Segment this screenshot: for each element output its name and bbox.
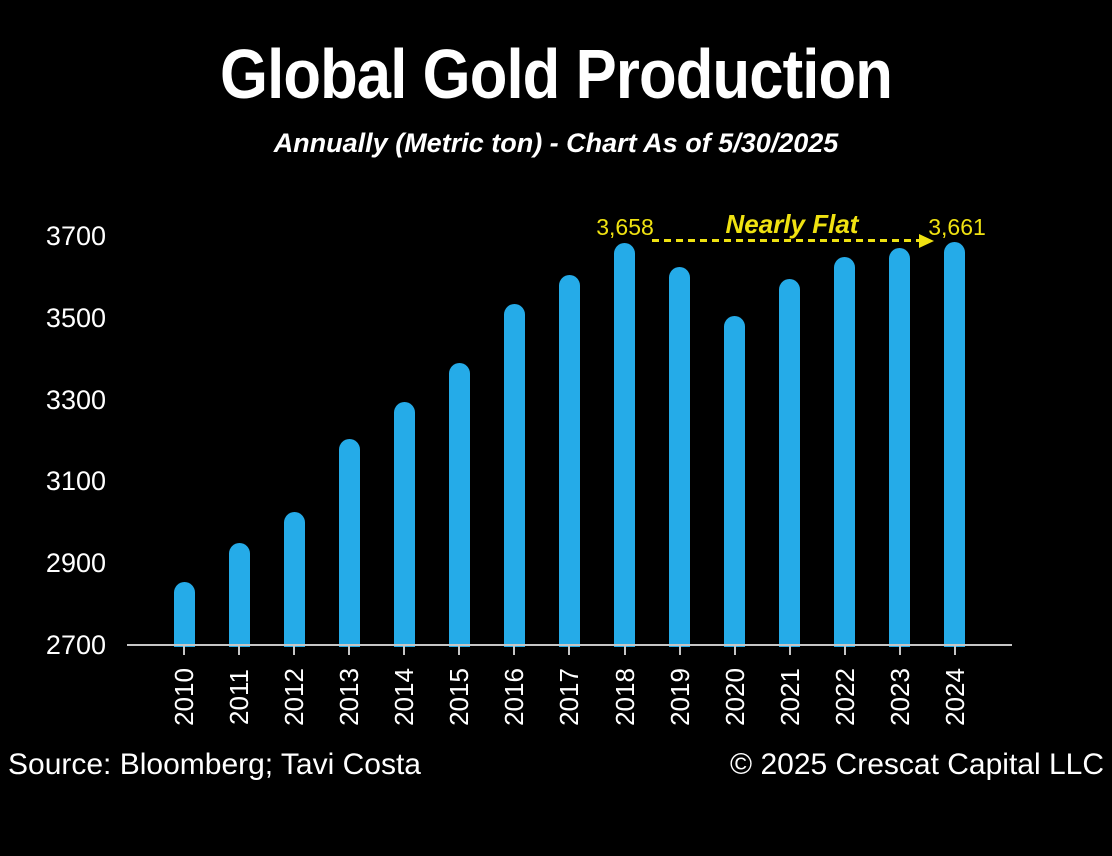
x-tick-label-2010: 2010 — [169, 668, 199, 726]
bar-2014 — [393, 401, 415, 647]
bar-2012 — [283, 512, 305, 647]
bar-2010 — [173, 581, 195, 647]
bar-2020 — [724, 315, 746, 647]
x-tick-2013 — [348, 646, 351, 655]
source-credit: Source: Bloomberg; Tavi Costa — [8, 748, 421, 781]
x-tick-label-2023: 2023 — [884, 668, 915, 726]
x-tick-label-2014: 2014 — [389, 668, 420, 726]
x-tick-2011 — [238, 646, 241, 655]
x-axis-line — [127, 644, 1012, 646]
chart-title: Global Gold Production — [220, 35, 893, 113]
bar-2015 — [448, 363, 470, 647]
annotation-nearly-flat-label: Nearly Flat — [725, 209, 859, 239]
x-tick-label-2013: 2013 — [334, 668, 365, 726]
bar-2018 — [614, 243, 636, 647]
bar-2016 — [503, 303, 525, 647]
x-tick-label-2015: 2015 — [444, 668, 475, 726]
annotation-value-2018: 3,658 — [596, 214, 654, 240]
x-tick-label-2020: 2020 — [719, 668, 750, 726]
bar-2024 — [944, 241, 966, 647]
y-tick-label-3300: 3300 — [45, 384, 106, 415]
x-tick-label-2011: 2011 — [224, 669, 255, 725]
annotation-arrowhead-icon — [919, 234, 934, 248]
bar-2023 — [889, 248, 911, 647]
x-tick-2022 — [843, 646, 846, 655]
x-tick-2012 — [293, 646, 296, 655]
x-tick-2015 — [458, 646, 461, 655]
x-tick-label-2022: 2022 — [829, 668, 860, 726]
y-tick-label-3100: 3100 — [45, 466, 106, 497]
x-tick-2024 — [953, 646, 956, 655]
x-tick-label-2024: 2024 — [939, 668, 970, 726]
bar-2019 — [669, 266, 691, 647]
x-tick-2014 — [403, 646, 406, 655]
annotation-value-2024: 3,661 — [928, 214, 986, 240]
bar-2022 — [834, 256, 856, 647]
chart-subtitle: Annually (Metric ton) - Chart As of 5/30… — [273, 128, 839, 158]
bar-2011 — [228, 542, 250, 647]
x-tick-2018 — [623, 646, 626, 655]
x-tick-label-2018: 2018 — [609, 668, 640, 726]
x-tick-2010 — [183, 646, 185, 655]
x-tick-label-2019: 2019 — [664, 668, 695, 726]
bar-2017 — [558, 275, 580, 647]
x-tick-2017 — [568, 646, 571, 655]
annotation-dashed-arrow-line — [652, 239, 919, 242]
bar-2021 — [779, 279, 801, 647]
copyright-notice: © 2025 Crescat Capital LLC — [730, 748, 1104, 781]
y-tick-label-2900: 2900 — [45, 548, 106, 579]
x-tick-2016 — [513, 646, 516, 655]
x-tick-2019 — [678, 646, 681, 655]
bar-2013 — [338, 438, 360, 647]
x-tick-label-2021: 2021 — [774, 668, 805, 726]
x-tick-label-2016: 2016 — [499, 668, 530, 726]
x-tick-2021 — [788, 646, 791, 655]
x-tick-label-2012: 2012 — [279, 668, 310, 726]
y-tick-label-3500: 3500 — [45, 302, 106, 333]
x-tick-label-2017: 2017 — [554, 668, 585, 726]
x-tick-2023 — [898, 646, 901, 655]
x-tick-2020 — [733, 646, 736, 655]
y-tick-label-3700: 3700 — [45, 221, 106, 251]
y-tick-label-2700: 2700 — [45, 630, 106, 660]
